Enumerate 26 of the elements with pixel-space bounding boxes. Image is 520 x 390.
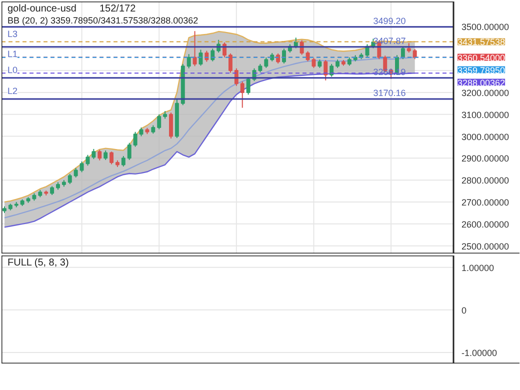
chart-title: FULL (5, 8, 3) xyxy=(8,258,69,268)
ref-line-label: 3360.54000 xyxy=(458,52,506,63)
y-tick-label: 3200.00000 xyxy=(462,88,510,98)
y-tick-label: 3000.00000 xyxy=(462,132,510,142)
y-tick-label: 2700.00000 xyxy=(462,198,510,208)
chart-title: gold-ounce-usd xyxy=(8,4,76,14)
y-tick-label: 2900.00000 xyxy=(462,154,510,164)
chart-subtitle: 152/172 xyxy=(100,4,136,14)
annotation: L2 xyxy=(8,86,18,96)
y-tick-label: 2800.00000 xyxy=(462,176,510,186)
y-tick-label: 2500.00000 xyxy=(462,241,510,252)
ref-line-label: 3288.00362 xyxy=(458,78,506,88)
ref-line-label: 3431.57538 xyxy=(458,37,506,48)
ref-line-label: 3499.20 xyxy=(373,16,406,26)
y-tick-label: -1.00000 xyxy=(462,348,498,358)
y-tick-label: 3100.00000 xyxy=(462,110,510,120)
annotation: BB (20, 2) 3359.78950/3431.57538/3288.00362 xyxy=(8,16,198,26)
ref-line-label: 3170.16 xyxy=(373,88,406,98)
y-tick-label: 2600.00000 xyxy=(462,219,510,230)
annotation: L1 xyxy=(8,48,18,59)
y-tick-label: 1.00000 xyxy=(462,262,494,273)
annotation: L3 xyxy=(8,28,18,39)
y-tick-label: 0 xyxy=(462,305,467,316)
annotation: L0 xyxy=(8,64,18,75)
y-tick-label: 3500.00000 xyxy=(462,22,510,32)
ref-line-label: 3359.78950 xyxy=(458,65,506,76)
